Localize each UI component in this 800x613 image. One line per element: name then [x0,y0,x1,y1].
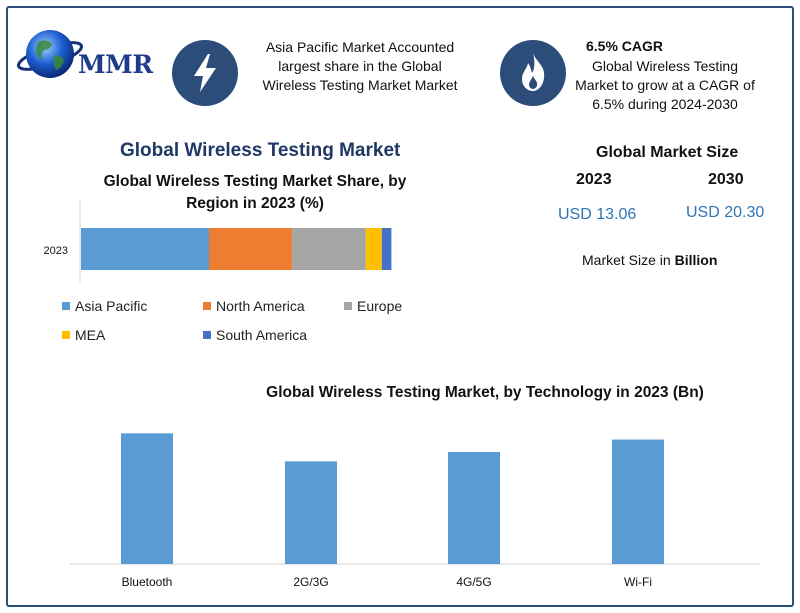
info-cagr: Global Wireless Testing Market to grow a… [575,58,755,112]
region-category-label: 2023 [44,245,68,257]
tech-bar-4g-5g [448,452,500,564]
legend-swatch [62,331,70,339]
region-bar-segment-asia-pacific [81,228,209,270]
market-size-title: Global Market Size [596,144,739,161]
tech-tick-label: 4G/5G [456,575,491,589]
flame-icon [500,40,566,106]
info-asia-pacific: Asia Pacific Market Accounted largest sh… [262,39,458,93]
legend-swatch [203,331,211,339]
tech-bar-bluetooth [121,433,173,564]
legend-swatch [203,302,211,310]
region-share-chart: 2023 [44,200,392,282]
market-size-value-2023: USD 13.06 [558,206,637,223]
region-legend: Asia Pacific North America Europe MEA So… [62,298,422,358]
outer-frame [6,6,794,607]
legend-swatch [62,302,70,310]
technology-bar-chart: Bluetooth 2G/3G 4G/5G Wi-Fi [70,433,760,589]
legend-asia-pacific: Asia Pacific [62,298,147,314]
logo-text: MMR [78,50,153,79]
main-title: Global Wireless Testing Market [120,140,401,161]
technology-chart-title: Global Wireless Testing Market, by Techn… [266,384,704,401]
cagr-title: 6.5% CAGR [586,38,664,54]
market-size-year-2023: 2023 [576,171,612,188]
region-bar-segment-mea [365,228,382,270]
tech-tick-label: Bluetooth [122,575,173,589]
tech-bar-2g-3g [285,461,337,564]
market-size-value-2030: USD 20.30 [686,204,765,221]
legend-europe: Europe [344,298,402,314]
region-bar-segment-europe [292,228,366,270]
region-chart-title: Global Wireless Testing Market Share, by… [103,173,407,212]
legend-mea: MEA [62,327,105,343]
legend-north-america: North America [203,298,305,314]
tech-tick-label: 2G/3G [293,575,328,589]
legend-swatch [344,302,352,310]
tech-tick-label: Wi-Fi [624,575,652,589]
region-bar-segment-north-america [209,228,293,270]
market-size-note: Market Size in Billion [582,252,718,268]
region-bar-segment-south-america [381,228,392,270]
tech-bar-wi-fi [612,439,664,564]
mmr-logo: MMR [14,22,164,92]
globe-icon [16,30,84,78]
market-size-year-2030: 2030 [708,171,744,188]
lightning-icon [172,40,238,106]
legend-south-america: South America [203,327,307,343]
